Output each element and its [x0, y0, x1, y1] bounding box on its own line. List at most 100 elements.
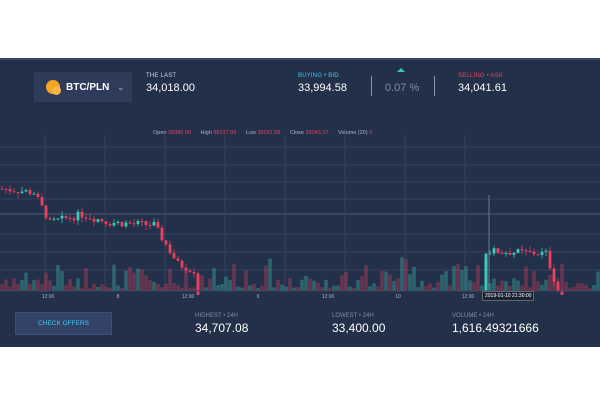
volume-bar — [356, 280, 360, 291]
candle-body — [528, 250, 532, 252]
volume-bar — [344, 272, 348, 291]
volume-bar — [188, 287, 192, 291]
pair-label: BTC/PLN — [66, 81, 110, 93]
volume-bar — [296, 286, 300, 291]
candle-body — [532, 251, 536, 255]
volume-bar — [192, 287, 196, 291]
volume-bar — [424, 285, 428, 291]
divider — [434, 76, 435, 96]
volume-bar — [288, 278, 292, 291]
volume-bar — [320, 287, 324, 291]
volume-bar — [304, 275, 308, 291]
volume-bar — [444, 271, 448, 291]
high-value: 35137.89 — [213, 130, 237, 136]
candle-body — [80, 211, 84, 218]
time-tick: 12:00 — [181, 294, 195, 300]
volume-bar — [160, 287, 164, 291]
volume-bar — [544, 279, 548, 291]
volume-bar — [464, 266, 468, 291]
volume-bar — [560, 263, 564, 291]
volume-bar — [196, 275, 200, 291]
volume-bar — [36, 279, 40, 291]
candle-body — [560, 291, 564, 295]
candle-body — [524, 250, 528, 252]
candle-body — [192, 271, 196, 274]
volume-bar — [336, 285, 340, 291]
volume-bar — [272, 287, 276, 291]
volume-bar — [64, 285, 68, 291]
open-label: Open — [153, 130, 167, 136]
ask-value: 34,041.61 — [458, 82, 507, 94]
volume-bar — [84, 267, 88, 291]
volume-bar — [508, 286, 512, 291]
high-label: High — [200, 130, 212, 136]
volume-bar — [352, 287, 356, 291]
volume-bar — [404, 259, 408, 291]
candle-body — [496, 248, 500, 254]
volume-bar — [432, 287, 436, 291]
last-label: THE LAST — [146, 73, 177, 79]
volume-bar — [12, 278, 16, 291]
volume-bar — [368, 286, 372, 291]
candle-body — [180, 260, 184, 268]
volume-bar — [452, 266, 456, 291]
volume-bar — [0, 284, 4, 291]
chevron-down-icon: ⌄ — [117, 82, 125, 92]
candle-body — [540, 251, 544, 255]
last-value: 34,018.00 — [146, 82, 195, 94]
time-tick: 12:00 — [461, 294, 475, 300]
volume-bar — [380, 270, 384, 291]
candle-body — [52, 218, 56, 220]
volume-bar — [268, 258, 272, 291]
volume-bar — [60, 271, 64, 291]
volume-bar — [308, 278, 312, 291]
candle-body — [8, 189, 12, 192]
volume-bar — [512, 278, 516, 291]
volume-bar — [292, 287, 296, 291]
candle-body — [152, 222, 156, 226]
volume-bar — [468, 280, 472, 291]
bid-label: BUYING • BID — [298, 73, 339, 79]
candle-body — [520, 249, 524, 251]
candle-body — [492, 248, 496, 254]
candle-body — [84, 217, 88, 219]
candle-body — [4, 188, 8, 190]
close-value: 35043.17 — [305, 130, 329, 136]
volume-bar — [316, 282, 320, 291]
volume-bar — [280, 284, 284, 291]
volume-bar — [576, 283, 580, 291]
volume-bar — [480, 285, 484, 291]
volume-bar — [396, 278, 400, 291]
candle-body — [548, 250, 552, 269]
candle-body — [20, 191, 24, 194]
volume-bar — [408, 274, 412, 291]
volume-bar — [40, 284, 44, 291]
volume-bar — [568, 287, 572, 291]
volume-bar — [596, 271, 600, 291]
candle-body — [112, 223, 116, 226]
volume-bar — [564, 281, 568, 291]
volume-bar — [248, 285, 252, 291]
candle-body — [40, 196, 44, 206]
volume-bar — [476, 265, 480, 291]
check-offers-button[interactable]: CHECK OFFERS — [15, 312, 112, 335]
volume-bar — [32, 280, 36, 291]
volume-bar — [96, 286, 100, 291]
volume-bar — [496, 285, 500, 291]
candle-body — [56, 218, 60, 220]
candle-body — [68, 218, 72, 220]
candle-body — [28, 190, 32, 195]
candle-body — [100, 219, 104, 222]
highest-value: 34,707.08 — [195, 321, 249, 335]
volume-bar — [416, 287, 420, 291]
candlestick-chart[interactable] — [0, 135, 600, 295]
volume-label: Volume (20) — [338, 130, 368, 136]
pair-selector[interactable]: BTC/PLN ⌄ — [34, 72, 132, 102]
candle-body — [148, 224, 152, 226]
volume-bar — [68, 279, 72, 291]
bitcoin-coin-icon — [46, 80, 61, 95]
volume-bar — [284, 286, 288, 291]
candle-body — [508, 252, 512, 255]
volume-bar — [592, 285, 596, 291]
candle-body — [120, 221, 124, 227]
